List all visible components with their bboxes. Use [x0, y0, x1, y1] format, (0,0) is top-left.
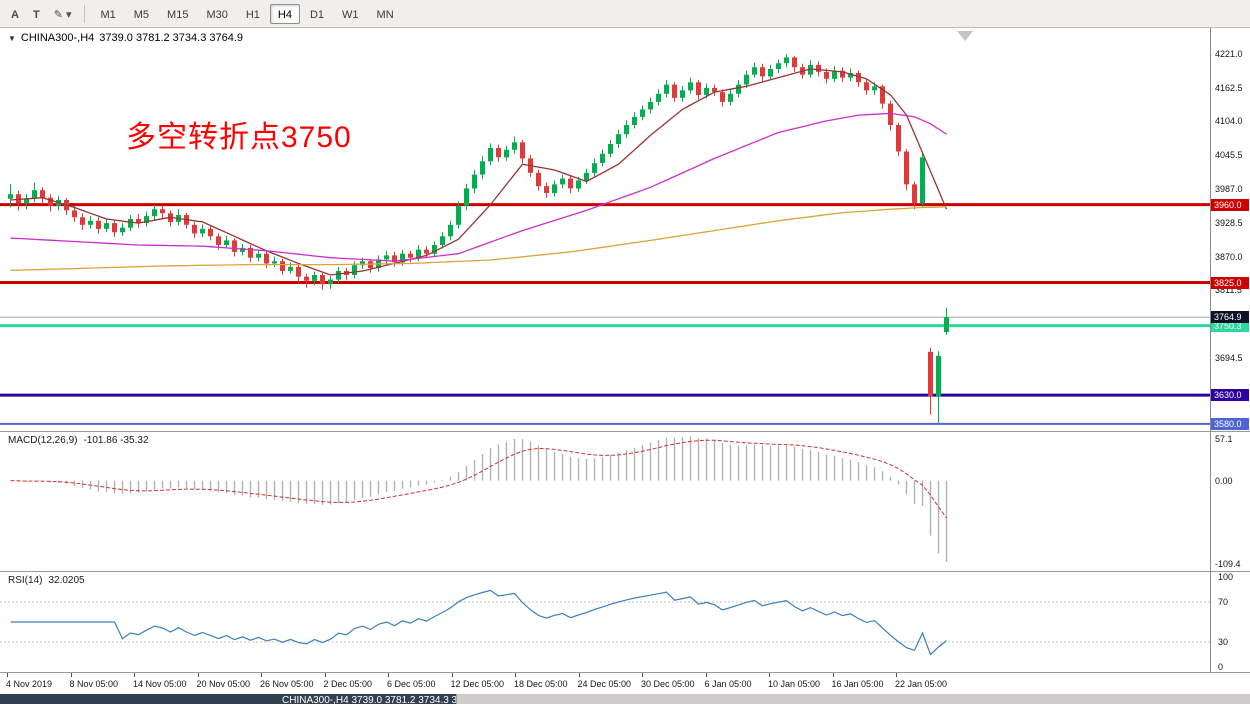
- macd-panel-canvas[interactable]: [0, 432, 1210, 570]
- chart-symbol-period: CHINA300-,H4: [20, 32, 95, 44]
- timeframe-button-m15[interactable]: M15: [167, 8, 189, 21]
- timeframe-button-mn[interactable]: MN: [376, 8, 394, 21]
- toolbar-separator: [84, 4, 86, 23]
- rsi-panel-canvas[interactable]: [0, 572, 1210, 672]
- y-axis-tick: 4221.0: [1215, 48, 1243, 59]
- panel-separator[interactable]: [0, 571, 1250, 572]
- price-chart-canvas[interactable]: [0, 28, 1210, 432]
- y-axis-tick: 4162.5: [1215, 82, 1243, 93]
- text-label-button[interactable]: T: [32, 8, 40, 21]
- price-level-label: 3750.3: [1211, 319, 1249, 332]
- y-axis-tick: 4104.0: [1215, 116, 1243, 127]
- y-axis-tick: 4045.5: [1215, 150, 1243, 161]
- macd-indicator-label: MACD(12,26,9) -101.86 -35.32: [8, 435, 149, 446]
- y-axis-tick: 3870.0: [1215, 251, 1243, 262]
- bottom-bar: CHINA300-,H4 3739.0 3781.2 3734.3 3764.9: [0, 694, 1250, 704]
- timeframe-button-w1[interactable]: W1: [342, 8, 359, 21]
- timeframe-button-h1[interactable]: H1: [245, 8, 260, 21]
- chart-title: ▼ CHINA300-,H4 3739.0 3781.2 3734.3 3764…: [8, 32, 243, 44]
- price-level-label: 3960.0: [1211, 198, 1249, 211]
- rsi-value: 32.0205: [48, 575, 85, 586]
- rsi-axis-tick: 0: [1218, 662, 1224, 672]
- rsi-axis-tick: 70: [1218, 597, 1229, 607]
- chart-annotation-text[interactable]: 多空转折点3750: [126, 121, 352, 154]
- current-price-label: 3764.9: [1211, 311, 1249, 324]
- macd-name: MACD(12,26,9): [8, 435, 78, 446]
- price-axis-separator: [1210, 28, 1211, 673]
- macd-axis-min: -109.4: [1215, 559, 1241, 569]
- y-axis-tick: 3987.0: [1215, 184, 1243, 195]
- macd-axis-zero: 0.00: [1215, 475, 1233, 486]
- price-level-label: 3630.0: [1211, 389, 1249, 402]
- drawing-tools-button[interactable]: ✎ ▾: [53, 8, 72, 21]
- chart-ohlc-values: 3739.0 3781.2 3734.3 3764.9: [99, 32, 244, 44]
- timeframe-button-d1[interactable]: D1: [309, 8, 325, 21]
- price-level-label: 3825.0: [1211, 276, 1249, 289]
- chart-shift-marker[interactable]: [957, 31, 973, 41]
- price-level-label: 3580.0: [1211, 417, 1249, 430]
- timeframe-button-m5[interactable]: M5: [133, 8, 150, 21]
- chart-dropdown-icon[interactable]: ▼: [8, 33, 16, 43]
- rsi-indicator-label: RSI(14) 32.0205: [8, 575, 85, 586]
- toolbar-tools: A T ✎ ▾: [4, 4, 78, 24]
- rsi-name: RSI(14): [8, 575, 43, 586]
- timeframe-button-m30[interactable]: M30: [206, 8, 228, 21]
- time-axis[interactable]: [0, 673, 1250, 694]
- y-axis-tick: 3694.5: [1215, 352, 1243, 363]
- toolbar-timeframes: M1 M5 M15 M30 H1 H4 D1 W1 MN: [91, 3, 402, 24]
- macd-axis-max: 57.1: [1215, 434, 1233, 444]
- background-window-titlebar[interactable]: CHINA300-,H4 3739.0 3781.2 3734.3 3764.9: [0, 694, 456, 704]
- time-axis-separator: [0, 672, 1250, 673]
- bottom-bar-filler: [456, 694, 1250, 704]
- y-axis-tick: 3811.5: [1215, 285, 1242, 296]
- y-axis-tick: 3928.5: [1215, 217, 1243, 228]
- rsi-axis-tick: 30: [1218, 637, 1229, 647]
- panel-separator[interactable]: [0, 431, 1250, 432]
- rsi-axis-tick: 100: [1218, 572, 1234, 582]
- timeframe-button-m1[interactable]: M1: [100, 8, 116, 21]
- text-annotation-button[interactable]: A: [11, 8, 19, 21]
- macd-values: -101.86 -35.32: [83, 435, 149, 446]
- toolbar: A T ✎ ▾ M1 M5 M15 M30 H1 H4 D1 W1 MN: [0, 0, 1250, 28]
- timeframe-button-h4[interactable]: H4: [269, 3, 300, 24]
